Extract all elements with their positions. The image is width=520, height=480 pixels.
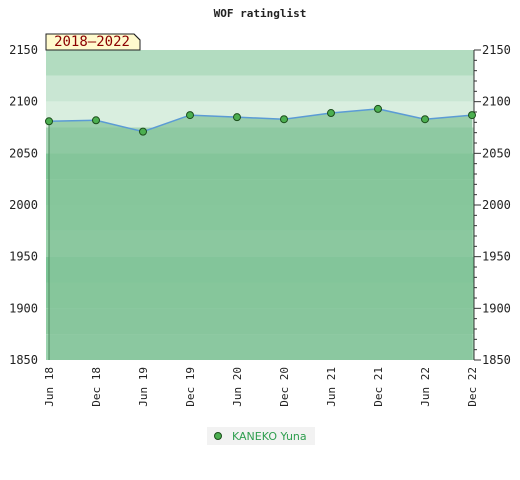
y-tick-label-right: 1950 — [482, 250, 511, 264]
y-tick-label-left: 2050 — [9, 146, 38, 160]
series-area — [49, 108, 472, 361]
y-axis-right: 1850 1900 1950 2000 2050 2100 2150 — [474, 43, 511, 367]
data-point — [280, 115, 288, 124]
data-point — [186, 111, 194, 120]
data-point — [139, 127, 147, 136]
rating-band-1 — [46, 75, 474, 102]
legend-series-label: KANEKO Yuna — [232, 430, 307, 443]
series-line — [48, 108, 473, 133]
x-axis: Jun 18 Dec 18 Jun 19 Dec 19 Jun 20 Dec 20 Jun … — [43, 367, 479, 407]
x-tick-label: Dec 20 — [278, 367, 291, 407]
y-tick-label-left: 2000 — [9, 198, 38, 212]
period-badge: 2018–2022 — [45, 33, 141, 51]
series-polyline — [48, 108, 473, 133]
period-badge-label: 2018–2022 — [54, 34, 130, 50]
y-tick-label-left: 1950 — [9, 250, 38, 264]
legend-marker-icon — [214, 432, 222, 440]
y-axis-left: 1850 1900 1950 2000 2050 2100 2150 — [9, 43, 38, 367]
data-point — [92, 116, 100, 125]
y-tick-label-left: 1900 — [9, 301, 38, 315]
area-fill — [49, 108, 472, 361]
chart-title: WOF ratinglist — [214, 7, 307, 20]
x-tick-label: Jun 21 — [325, 367, 338, 407]
legend-box — [207, 427, 315, 445]
y-tick-label-left: 1850 — [9, 353, 38, 367]
y-tick-label-right: 1850 — [482, 353, 511, 367]
y-tick-label-right: 2000 — [482, 198, 511, 212]
x-tick-label: Dec 21 — [372, 367, 385, 407]
x-tick-label: Jun 20 — [231, 367, 244, 407]
data-points — [45, 104, 476, 136]
data-point — [468, 111, 476, 120]
x-tick-label: Dec 19 — [184, 367, 197, 407]
x-tick-label: Jun 19 — [137, 367, 150, 407]
x-tick-label: Dec 18 — [90, 367, 103, 407]
x-tick-label: Dec 22 — [466, 367, 479, 407]
data-point — [45, 117, 53, 126]
y-tick-label-left: 2150 — [9, 43, 38, 57]
data-point — [327, 109, 335, 118]
rating-band-0 — [46, 50, 474, 76]
data-point — [421, 115, 429, 124]
data-point — [374, 104, 382, 113]
y-tick-label-right: 2050 — [482, 146, 511, 160]
x-tick-label: Jun 18 — [43, 367, 56, 407]
x-tick-label: Jun 22 — [419, 367, 432, 407]
y-tick-label-right: 2150 — [482, 43, 511, 57]
y-tick-label-left: 2100 — [9, 95, 38, 109]
y-tick-label-right: 1900 — [482, 301, 511, 315]
legend[interactable]: KANEKO Yuna — [207, 427, 315, 445]
y-tick-label-right: 2100 — [482, 95, 511, 109]
data-point — [233, 113, 241, 122]
